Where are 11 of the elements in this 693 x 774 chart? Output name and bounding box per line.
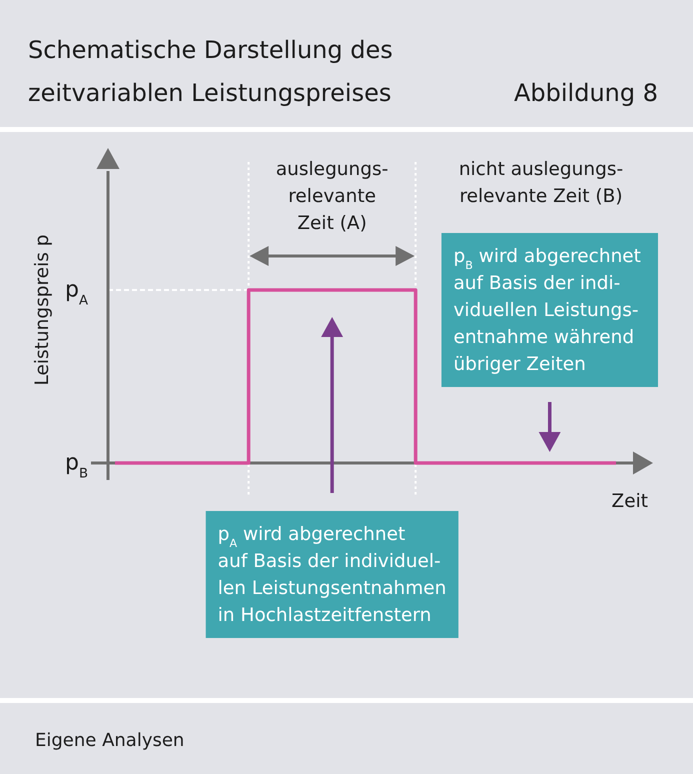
- text: nicht auslegungs- relevante Zeit (B): [458, 159, 624, 207]
- chart-subtitle: Abbildung 8: [514, 79, 658, 107]
- y-axis-title: Leistungspreis p: [32, 234, 53, 386]
- chart-title: Schematische Darstellung des zeitvariablen Leistungspreises: [28, 36, 393, 107]
- text: p$_{A}$ wird abgerechnet auf Basis der individuel- len Leistungsentnahmen in Hochlastzeitfenstern: [218, 524, 446, 626]
- text: p$_{B}$: [64, 450, 88, 482]
- x-axis-title: Zeit: [612, 491, 648, 512]
- text: Eigene Analysen: [35, 730, 184, 751]
- annotation: p$_{B}$ wird abgerechnet auf Basis der indi- viduellen Leistungs- entnahme während übriger Zeiten: [453, 246, 641, 375]
- text: p$_{A}$: [65, 278, 88, 308]
- text: auslegungs- relevante Zeit (A): [276, 159, 388, 234]
